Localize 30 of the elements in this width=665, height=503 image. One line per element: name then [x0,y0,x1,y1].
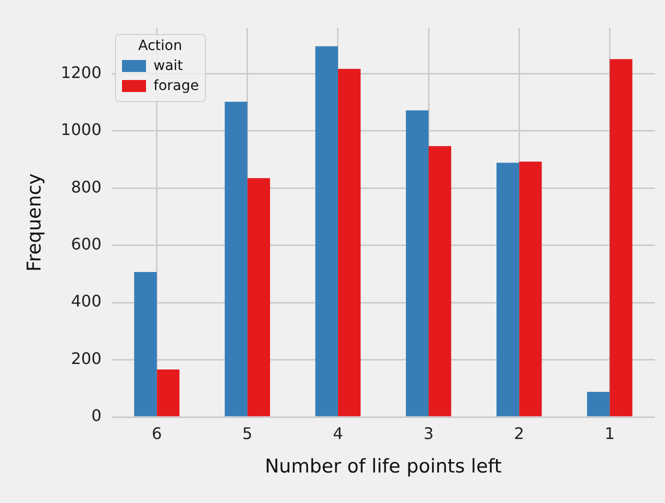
y-tick-label: 1200 [60,62,102,82]
bar [247,178,270,416]
bar [496,162,520,416]
bar [134,272,157,416]
legend-title: Action [137,38,184,54]
x-axis-title: Number of life points left [264,456,502,478]
legend-label: wait [154,58,183,74]
bar [428,146,452,416]
x-tick-label: 5 [242,424,252,443]
bar [610,59,632,416]
legend-label: forage [154,78,199,94]
x-tick-label: 2 [514,424,524,443]
bar [338,68,361,416]
x-tick-label: 4 [332,424,344,443]
bar [315,46,338,416]
y-tick-label: 600 [70,234,102,254]
y-tick-label: 800 [70,177,102,196]
bar [406,110,429,416]
bar [156,370,180,416]
x-tick-label: 3 [423,424,434,443]
y-tick-label: 1000 [60,120,102,140]
y-tick-label: 400 [70,292,102,311]
x-tick-label: 6 [152,424,162,443]
bar [587,392,610,416]
bar [519,162,542,416]
y-axis-title: Frequency [23,173,46,272]
y-tick-label: 0 [91,406,102,426]
bar [224,102,248,416]
y-tick-label: 200 [70,348,102,368]
x-tick-label: 1 [604,424,615,443]
